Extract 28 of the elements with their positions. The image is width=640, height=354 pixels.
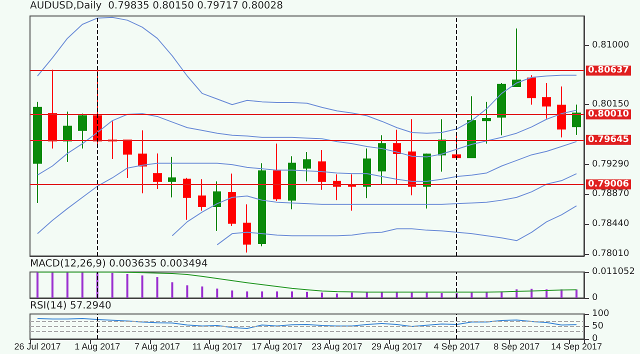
y-tick-label: 0.80150 bbox=[592, 100, 630, 110]
x-tick-label: 11 Aug 2017 bbox=[192, 342, 242, 352]
chart-title: AUDUSD,Daily 0.79835 0.80150 0.79717 0.80028 bbox=[30, 0, 284, 12]
x-tick-label: 23 Aug 2017 bbox=[312, 342, 362, 352]
y-tick-label: 100 bbox=[592, 309, 610, 319]
x-tick-label: 29 Aug 2017 bbox=[372, 342, 422, 352]
x-tick-label: 7 Aug 2017 bbox=[134, 342, 180, 352]
chart-title: MACD(12,26,9) 0.003635 0.003494 bbox=[30, 258, 208, 270]
y-tick-label: 0.011052 bbox=[592, 267, 635, 277]
ref-line-label: 0.79645 bbox=[588, 134, 629, 145]
y-tick-label: 0.79290 bbox=[592, 160, 630, 170]
y-tick-label: 0.78010 bbox=[592, 248, 630, 259]
x-tick-label: 17 Aug 2017 bbox=[252, 342, 302, 352]
ref-line-label: 0.80010 bbox=[588, 109, 629, 120]
ref-line-label: 0.79006 bbox=[588, 179, 629, 190]
y-tick-label: 0 bbox=[592, 334, 598, 344]
ref-line-label: 0.80637 bbox=[588, 66, 629, 76]
y-tick-label: 50 bbox=[592, 322, 604, 332]
x-tick-label: 4 Sep 2017 bbox=[434, 342, 480, 352]
y-tick-label: 0.81000 bbox=[592, 40, 630, 50]
x-tick-label: 26 Jul 2017 bbox=[14, 342, 61, 352]
y-tick-label: 0.78440 bbox=[592, 218, 630, 229]
x-tick-label: 14 Sep 2017 bbox=[550, 342, 602, 352]
y-tick-label: 0 bbox=[592, 293, 598, 303]
x-tick-label: 8 Sep 2017 bbox=[494, 342, 540, 352]
x-tick-label: 1 Aug 2017 bbox=[74, 342, 120, 352]
chart-title: RSI(14) 57.2940 bbox=[30, 300, 112, 312]
y-tick-label: 0.78870 bbox=[592, 188, 630, 199]
